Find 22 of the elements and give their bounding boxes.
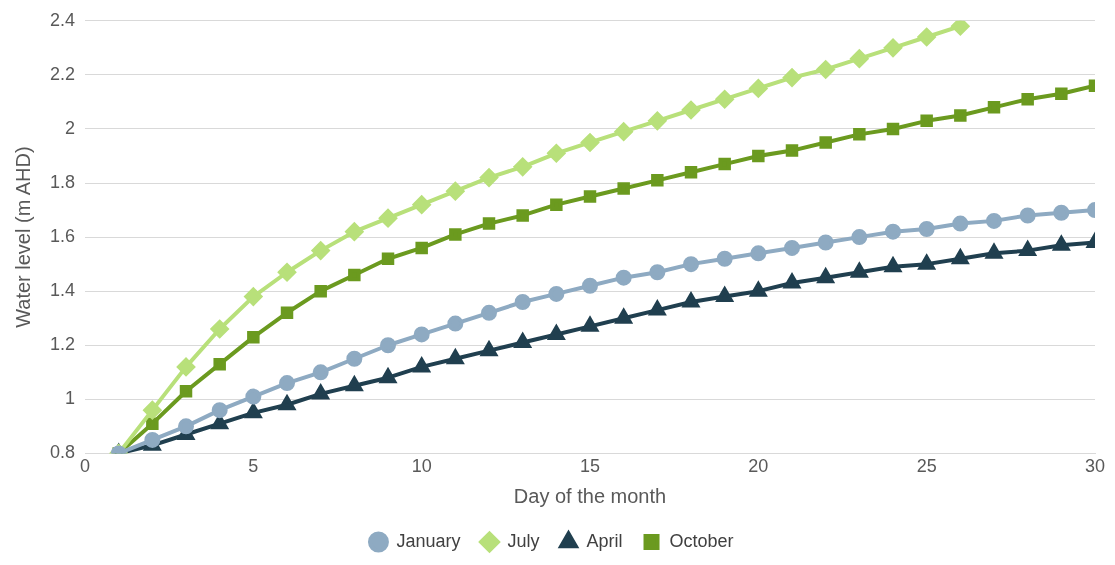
- y-tick-label: 2: [65, 117, 76, 138]
- x-tick-label: 5: [248, 456, 259, 477]
- legend-label: April: [586, 530, 623, 551]
- y-tick-label: 1.2: [49, 334, 76, 355]
- y-tick-label: 2.2: [49, 63, 76, 84]
- x-tick-label: 10: [411, 456, 432, 477]
- y-tick-label: 1.4: [49, 280, 76, 301]
- x-tick-label: 30: [1084, 456, 1106, 477]
- x-tick-label: 25: [916, 456, 937, 477]
- y-tick-label: 2.4: [49, 9, 76, 30]
- legend-label: October: [669, 530, 734, 551]
- y-tick-label: 1.8: [49, 171, 76, 192]
- y-tick-label: 1: [65, 388, 76, 409]
- y-tick-label: 1.6: [49, 226, 76, 247]
- x-tick-label: 20: [748, 456, 769, 477]
- legend-label: July: [507, 530, 540, 551]
- x-axis-title: Day of the month: [513, 484, 667, 507]
- y-tick-label: 0.8: [49, 442, 76, 463]
- x-tick-label: 0: [80, 456, 91, 477]
- legend-label: January: [396, 530, 461, 551]
- x-tick-label: 15: [580, 456, 601, 477]
- y-axis-title: Water level (m AHD): [11, 146, 34, 328]
